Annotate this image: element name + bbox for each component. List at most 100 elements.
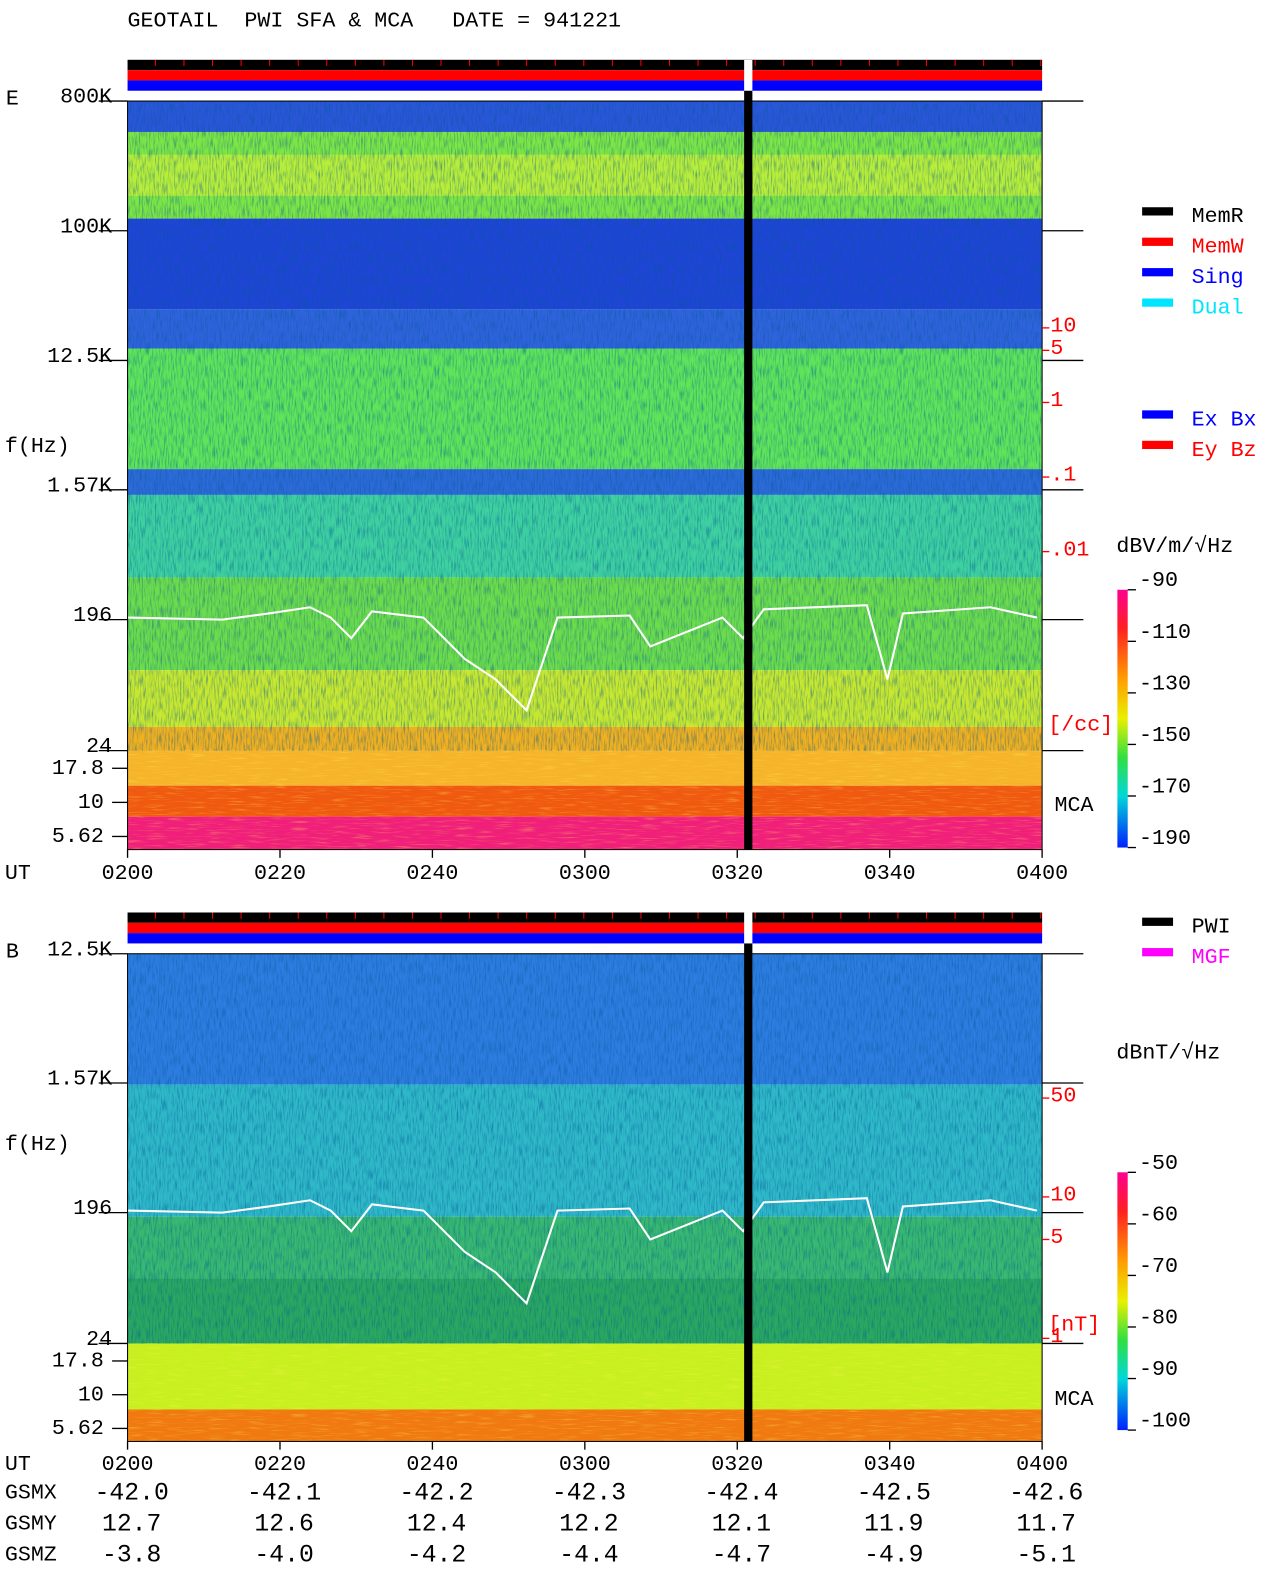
colorbar-tick-label: -80 [1139,1305,1178,1330]
y2-tick-label: 5 [1050,1225,1063,1250]
y2-axis-label: [/cc] [1048,713,1113,738]
orbit-label: GSMY [5,1512,57,1537]
y2-tick-label: 10 [1050,314,1076,339]
y-tick-label: 24 [86,734,112,759]
mca-texture [127,1343,1043,1442]
y2-tick-label: 50 [1050,1084,1076,1109]
legend-label: PWI [1192,915,1231,940]
x-tick-label: 0340 [864,1452,916,1477]
y-axis-label: f(Hz) [5,1132,70,1157]
colorbar-tick-label: -90 [1139,568,1178,593]
legend-swatch [1142,440,1174,450]
y-tick-label: 196 [73,603,112,628]
colorbar [1117,589,1128,848]
colorbar-tick-label: -110 [1139,620,1191,645]
orbit-value: -4.9 [864,1541,923,1569]
legend-swatch [1142,410,1174,419]
y2-tick-label: 1 [1050,1324,1063,1349]
spectrum-texture [127,101,1043,751]
legend-label: Sing [1192,265,1244,290]
colorbar-tick-label: -190 [1139,826,1191,851]
colorbar-label: dBV/m/√Hz [1116,534,1233,559]
y2-tick-label: .1 [1050,463,1076,488]
orbit-value: -4.2 [407,1541,466,1569]
orbit-value: -42.5 [857,1480,931,1508]
y-tick-label: 24 [86,1327,112,1352]
panel-label: E [6,87,19,112]
orbit-value: -3.8 [102,1541,161,1569]
status-bar [127,933,1043,944]
orbit-value: 12.7 [102,1510,161,1538]
chart-title: GEOTAIL PWI SFA & MCA DATE = 941221 [128,8,621,33]
colorbar-tick-label: -90 [1139,1357,1178,1382]
y-tick-label: 12.5K [47,344,112,369]
y-tick-label: 12.5K [47,937,112,962]
mca-tick-label: 17.8 [52,1349,104,1374]
orbit-value: 12.2 [559,1510,618,1538]
status-bar [127,59,1043,71]
legend-swatch [1142,268,1174,277]
status-gap [744,912,753,944]
legend-label: MemW [1192,235,1244,260]
mca-texture [127,750,1043,850]
x-tick-label: 0400 [1016,1452,1068,1477]
legend-label: Ex Bx [1192,407,1257,432]
orbit-value: -4.7 [712,1541,771,1569]
orbit-value: -42.6 [1009,1480,1083,1508]
x-tick-label: 0220 [254,1452,306,1477]
trace-line [127,1197,1038,1306]
y2-tick-label: 5 [1050,336,1063,361]
x-tick-label: 0300 [559,861,611,886]
x-tick-label: 0400 [1016,861,1068,886]
orbit-value: -5.1 [1017,1541,1076,1569]
y2-tick-label: 10 [1050,1183,1076,1208]
x-tick-label: 0220 [254,861,306,886]
colorbar-tick-label: -170 [1139,774,1191,799]
y2-tick-label: .01 [1050,537,1089,562]
legend-swatch [1142,298,1174,307]
y-tick-label: 800K [60,85,112,110]
colorbar [1117,1172,1128,1431]
panel-label: B [6,939,19,964]
status-bar [127,80,1043,91]
mca-tick-label: 10 [78,790,104,815]
y-tick-label: 1.57K [47,473,112,498]
x-tick-label: 0320 [711,1452,763,1477]
data-gap [744,912,753,1442]
colorbar-tick-label: -130 [1139,671,1191,696]
legend-label: MGF [1192,945,1231,970]
mca-label: MCA [1054,1387,1093,1412]
legend-label: Ey Bz [1192,438,1257,463]
mca-tick-label: 17.8 [52,756,104,781]
orbit-value: -42.3 [552,1480,626,1508]
data-gap [744,59,753,850]
y-tick-label: 1.57K [47,1067,112,1092]
x-axis-label: UT [5,861,31,886]
legend-swatch [1142,948,1174,957]
orbit-value: -42.4 [704,1480,778,1508]
status-bar [127,912,1043,923]
y2-tick-label: 1 [1050,388,1063,413]
legend-swatch [1142,917,1174,926]
orbit-label: GSMZ [5,1543,57,1568]
orbit-value: -4.4 [559,1541,618,1569]
orbit-value: 12.6 [254,1510,313,1538]
legend-swatch [1142,207,1174,216]
x-tick-label: 0240 [406,1452,458,1477]
status-gap [744,59,753,91]
x-tick-label: 0300 [559,1452,611,1477]
colorbar-tick-label: -100 [1139,1409,1191,1434]
colorbar-label: dBnT/√Hz [1116,1040,1220,1065]
legend-swatch [1142,237,1174,246]
mca-label: MCA [1054,793,1093,818]
colorbar-tick-label: -70 [1139,1254,1178,1279]
orbit-value: 12.4 [407,1510,466,1538]
status-bar [127,70,1043,81]
legend-label: Dual [1192,295,1244,320]
orbit-value: 11.9 [864,1510,923,1538]
y-tick-label: 100K [60,214,112,239]
x-tick-label: 0320 [711,861,763,886]
orbit-value: -4.0 [254,1541,313,1569]
colorbar-tick-label: -50 [1139,1151,1178,1176]
